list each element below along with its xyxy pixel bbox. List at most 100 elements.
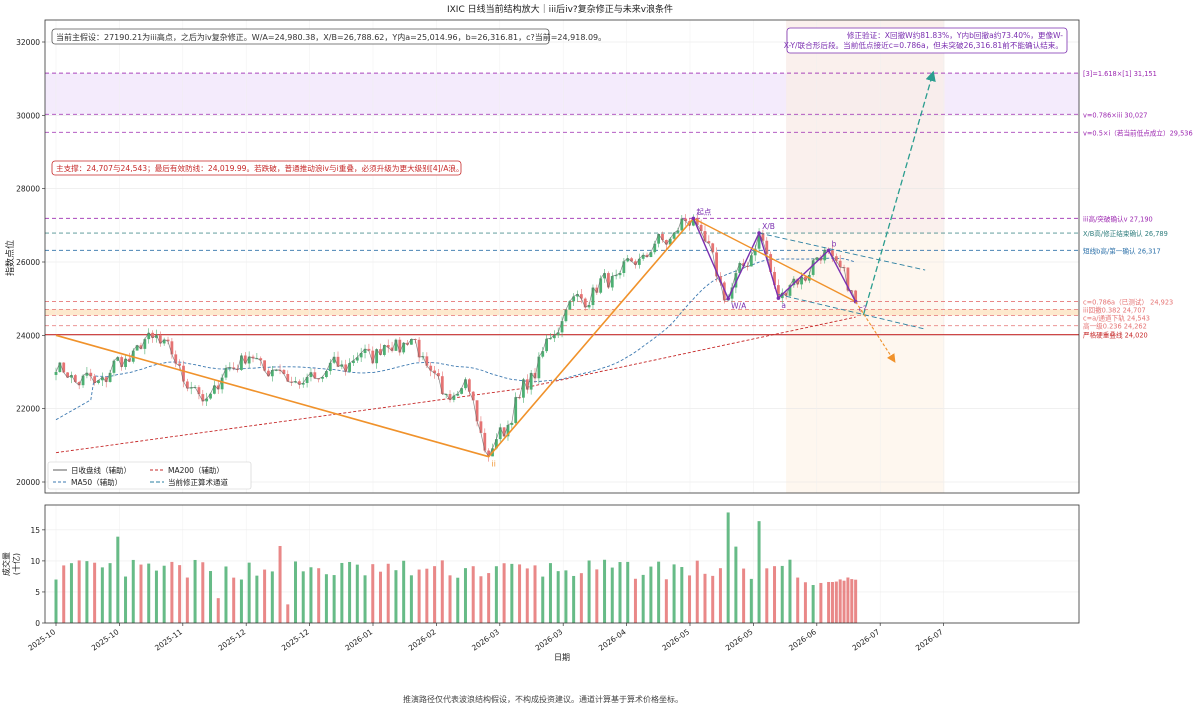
volume-bar [846, 577, 850, 623]
volume-bar [185, 577, 189, 623]
legend-close: 日收盘线（辅助） [71, 465, 131, 475]
candle-body [607, 273, 610, 288]
candle-body [645, 254, 649, 257]
wave-point [757, 231, 761, 235]
candle-body [162, 339, 166, 344]
candle-body [823, 249, 827, 261]
candle-body [382, 345, 386, 355]
candle-body [321, 377, 324, 379]
volume-bar [548, 563, 552, 623]
candle-body [100, 377, 104, 381]
volume-bar [834, 581, 838, 623]
x-tick-label: 2026-05 [660, 627, 691, 652]
volume-bar [139, 564, 143, 623]
candle-body [77, 382, 81, 386]
candle-body [394, 339, 398, 351]
volume-bar [525, 568, 529, 623]
volume-bar [603, 559, 607, 623]
candle-body [70, 375, 73, 378]
candle-body [796, 278, 800, 285]
candle-body [549, 338, 552, 340]
candle-body [603, 273, 606, 279]
volume-bar [409, 575, 413, 623]
candle-body [406, 342, 409, 345]
volume-bar [131, 559, 135, 623]
volume-bar [309, 567, 313, 623]
candle-body [622, 261, 626, 273]
support-box: 主支撑：24,707与24,543；最后有效防线：24,019.99。若跌破，普… [51, 160, 464, 176]
candle-body [325, 371, 328, 378]
candle-body [703, 231, 707, 242]
volume-bar [247, 562, 251, 623]
volume-bar [332, 575, 336, 623]
candle-body [135, 345, 139, 351]
volume-bar [718, 568, 722, 623]
candle-body [614, 275, 618, 277]
volume-bar [77, 560, 81, 623]
candle-body [116, 357, 120, 361]
candle-body [363, 348, 367, 353]
y-tick-label: 32000 [16, 38, 40, 47]
volume-bar [633, 578, 637, 623]
candle-body [170, 341, 174, 355]
volume-bar [610, 567, 614, 623]
candle-body [282, 369, 286, 375]
level-label: 短线b高/第一确认 26,317 [1083, 246, 1161, 255]
candle-body [618, 273, 622, 276]
volume-plot-frame [44, 504, 1080, 624]
candle-body [340, 364, 344, 367]
candle-body [514, 397, 518, 423]
y-tick-label: 26000 [16, 258, 40, 267]
candle-body [124, 358, 127, 367]
volume-bar [680, 567, 684, 623]
candle-body [684, 218, 688, 222]
volume-bar [294, 561, 298, 623]
candle-body [429, 365, 433, 371]
candle-body [711, 243, 715, 253]
volume-bar [626, 561, 630, 623]
volume-bar [773, 566, 777, 623]
candle-body [641, 254, 645, 259]
wave-point [776, 296, 781, 300]
candle-body [243, 355, 247, 364]
candle-body [556, 332, 560, 336]
candle-body [220, 377, 224, 390]
volume-bar [649, 566, 653, 623]
volume-bar [711, 575, 715, 623]
candle-body [402, 342, 406, 353]
candle-body [189, 387, 193, 389]
candle-body [533, 372, 537, 379]
level-label: c=a/通道下轨 24,543 [1083, 313, 1150, 322]
candle-body [502, 427, 506, 437]
candle-body [483, 432, 487, 451]
volume-bar [672, 564, 676, 623]
channel-lower [778, 294, 926, 330]
candle-body [838, 260, 842, 268]
volume-bar [842, 580, 846, 623]
candle-body [630, 258, 633, 262]
volume-bar [386, 563, 390, 623]
volume-bar [270, 571, 274, 623]
volume-bar [417, 569, 421, 623]
candle-body [657, 233, 661, 244]
candle-body [371, 350, 375, 364]
x-tick-label: 2026-03 [470, 627, 501, 652]
candle-body [398, 339, 402, 353]
candle-body [846, 267, 850, 291]
candle-body [120, 357, 124, 367]
volume-bar [286, 604, 290, 623]
candle-body [305, 377, 309, 383]
candle-body [599, 278, 603, 293]
volume-bar [471, 566, 475, 623]
candle-body [174, 354, 178, 364]
volume-bar [487, 573, 491, 623]
candle-body [85, 372, 89, 376]
candle-body [344, 364, 348, 372]
candle-body [788, 285, 792, 296]
candle-body [104, 377, 108, 382]
x-tick-label: 2026-06 [787, 627, 818, 652]
volume-axis-label: 成交量(十亿) [1, 552, 21, 576]
candle-body [81, 375, 85, 386]
volume-bar [216, 598, 220, 623]
volume-bar [587, 560, 591, 623]
